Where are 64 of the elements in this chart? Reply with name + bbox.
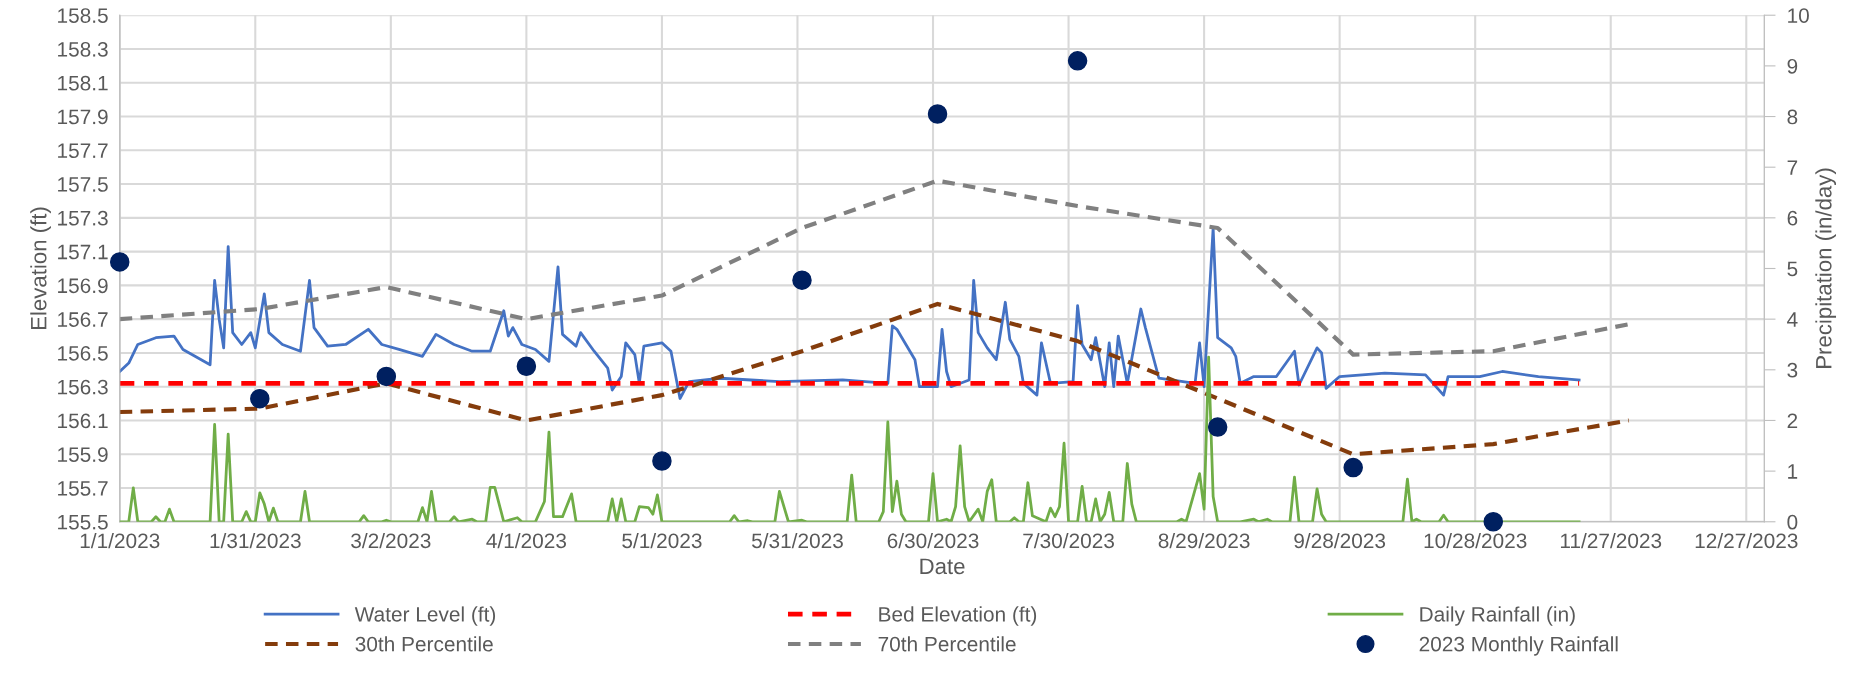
y2-axis-title: Precipitation (in/day) (1815, 168, 1837, 368)
legend-label: Daily Rainfall (in) (1420, 606, 1575, 626)
line-series (119, 226, 1581, 400)
x-tick-label: 1/31/2023 (210, 532, 301, 549)
point (109, 252, 130, 272)
y-tick-label: 158.1 (58, 75, 108, 91)
legend-label: Water Level (ft) (354, 606, 496, 626)
point (376, 366, 397, 387)
y-tick-label: 157.1 (58, 244, 108, 260)
y-tick-label: 155.7 (58, 481, 108, 496)
y2-tick-label: 10 (1788, 8, 1809, 23)
y2-tick-label: 3 (1787, 362, 1798, 378)
x-tick-label: 10/28/2023 (1424, 532, 1527, 549)
x-tick-label: 5/31/2023 (751, 532, 843, 549)
y2-tick-label: 4 (1787, 312, 1798, 327)
line-series (119, 178, 1631, 357)
y2-tick-label: 6 (1787, 210, 1798, 226)
legend-label: Bed Elevation (ft) (879, 606, 1037, 626)
x-tick-label: 9/28/2023 (1294, 532, 1386, 549)
point (792, 270, 812, 290)
y-tick-label: 156.1 (58, 413, 108, 429)
y2-tick-label: 9 (1787, 58, 1798, 74)
y-tick-label: 157.5 (58, 177, 108, 192)
y-tick-label: 158.5 (58, 8, 108, 23)
legend-label: 30th Percentile (355, 636, 493, 652)
point (652, 451, 672, 471)
point (1483, 512, 1504, 532)
y-tick-label: 157.7 (58, 143, 108, 159)
point (927, 104, 948, 124)
x-tick-label: 6/30/2023 (887, 532, 979, 549)
x-axis-title: Date (920, 558, 965, 575)
y-tick-label: 156.7 (58, 312, 108, 327)
x-tick-label: 8/29/2023 (1158, 532, 1250, 549)
y2-tick-label: 0 (1787, 514, 1798, 530)
y-tick-label: 157.9 (58, 109, 108, 125)
line-series (119, 355, 1581, 522)
y2-tick-label: 8 (1787, 109, 1798, 125)
point (1207, 417, 1228, 437)
x-tick-label: 4/1/2023 (486, 532, 567, 549)
y-tick-label: 156.5 (58, 345, 108, 361)
point (1343, 457, 1363, 478)
y-tick-label: 157.3 (58, 210, 108, 226)
x-tick-label: 5/1/2023 (622, 532, 702, 549)
legend-label: 2023 Monthly Rainfall (1419, 636, 1618, 656)
point (1067, 51, 1088, 71)
y2-tick-label: 7 (1787, 160, 1798, 175)
y2-tick-label: 2 (1787, 413, 1798, 429)
x-tick-label: 1/1/2023 (80, 532, 160, 549)
y2-tick-label: 1 (1788, 464, 1798, 479)
y-tick-label: 158.3 (58, 41, 108, 57)
y-tick-label: 156.9 (58, 278, 108, 294)
y-axis-title: Elevation (ft) (30, 207, 51, 330)
x-tick-label: 11/27/2023 (1560, 532, 1662, 549)
x-tick-label: 7/30/2023 (1023, 532, 1114, 549)
line-series (119, 301, 1631, 457)
y-tick-label: 156.3 (58, 379, 108, 395)
point (250, 388, 270, 409)
y-tick-label: 155.5 (58, 514, 108, 530)
x-tick-label: 12/27/2023 (1695, 532, 1798, 549)
legend-label: 70th Percentile (878, 636, 1016, 652)
y-tick-label: 155.9 (58, 447, 108, 462)
x-tick-label: 3/2/2023 (351, 532, 431, 549)
point (516, 356, 537, 377)
y2-tick-label: 5 (1787, 261, 1798, 277)
